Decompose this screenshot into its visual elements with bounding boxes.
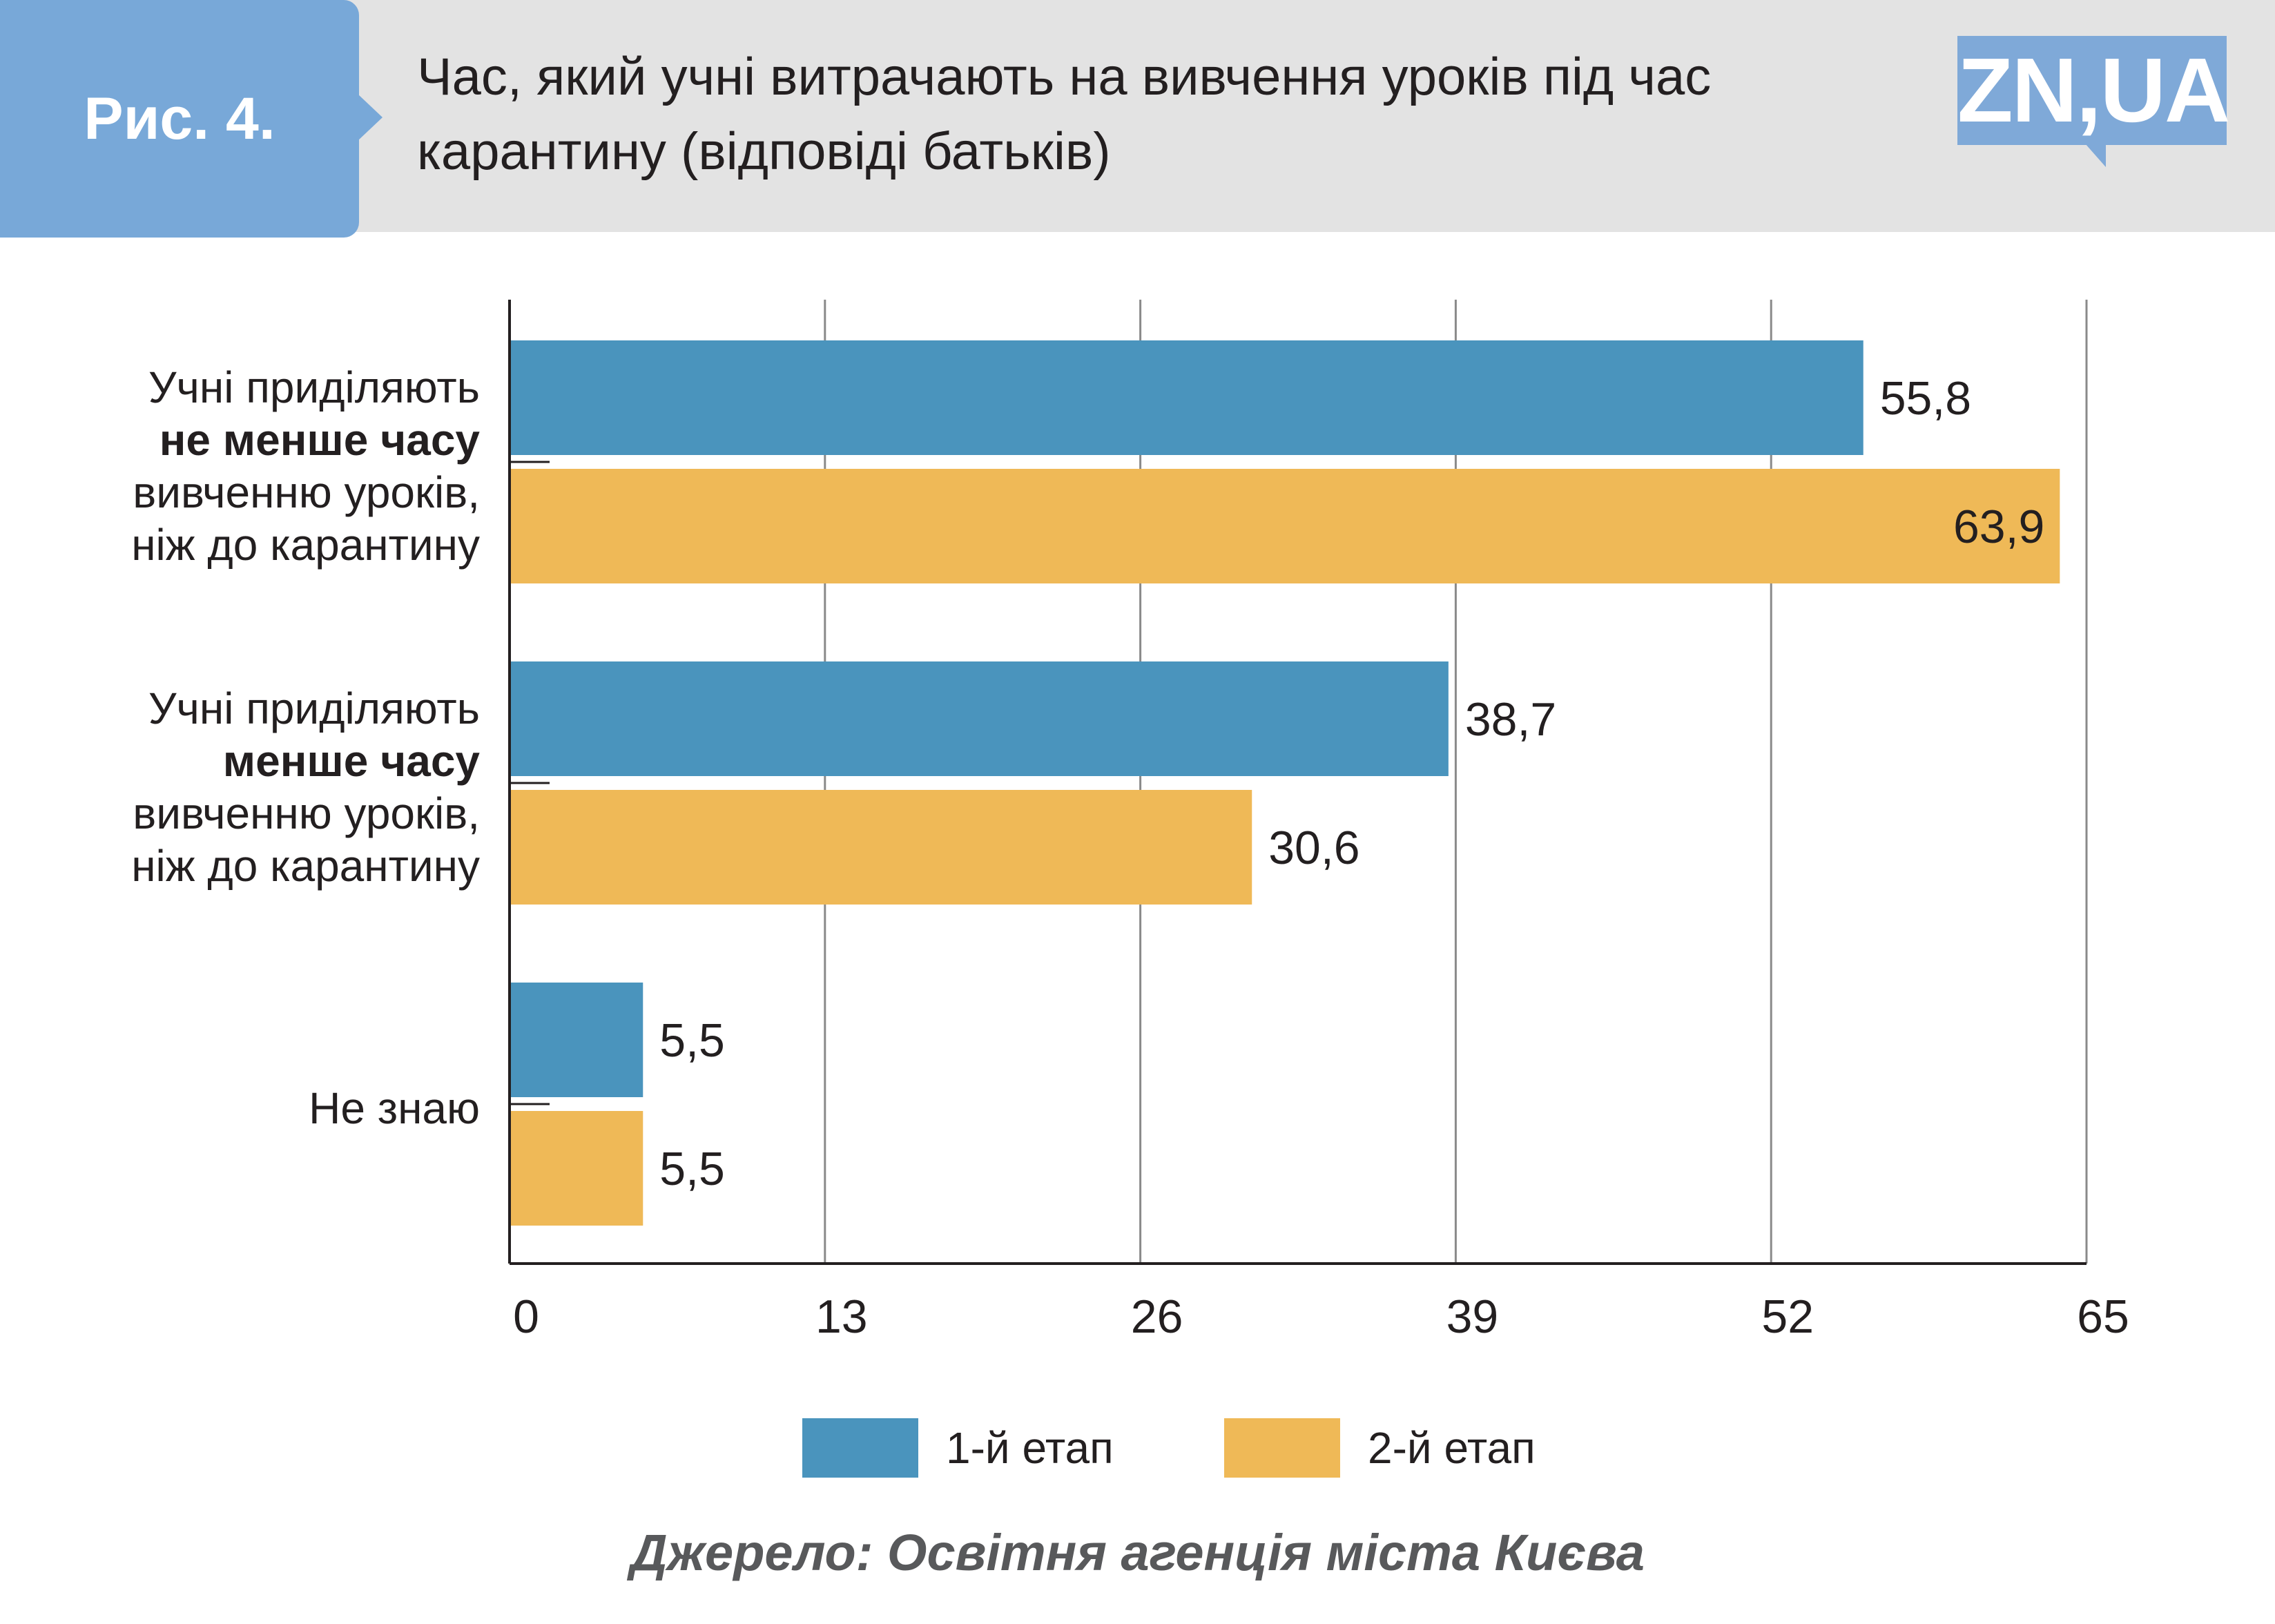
data-label: 30,6 <box>1268 822 1359 874</box>
legend: 1-й етап 2-й етап <box>0 1418 2275 1480</box>
figure-label: Рис. 4. <box>84 85 275 152</box>
bar <box>510 1111 643 1226</box>
category-label-line: вивченню уроків, <box>133 789 480 838</box>
bar <box>510 340 1863 455</box>
data-label: 5,5 <box>659 1014 725 1067</box>
bar <box>510 983 643 1097</box>
category-label: Учні приділяють менше часу вивченню уроків… <box>131 682 480 892</box>
zn-ua-logo: ZN,UA <box>1957 36 2230 145</box>
legend-item-series-2: 2-й етап <box>1224 1418 1536 1478</box>
source-note: Джерело: Освітня агенція міста Києва <box>630 1524 1645 1581</box>
data-label: 63,9 <box>1953 501 2044 553</box>
category-label-line: ніж до карантину <box>131 520 480 570</box>
bar <box>510 469 2060 583</box>
x-tick-label: 13 <box>815 1290 868 1343</box>
category-label-line: Не знаю <box>309 1083 480 1133</box>
legend-swatch-series-1 <box>802 1418 918 1478</box>
logo-speech-tail <box>2085 144 2106 167</box>
bar <box>510 790 1252 905</box>
data-label: 5,5 <box>659 1143 725 1195</box>
category-label-line: ніж до карантину <box>131 841 480 891</box>
legend-label-series-1: 1-й етап <box>946 1423 1114 1473</box>
legend-swatch-series-2 <box>1224 1418 1340 1478</box>
figure-badge-arrow <box>358 94 383 141</box>
legend-label-series-2: 2-й етап <box>1368 1423 1536 1473</box>
x-tick-label: 39 <box>1446 1290 1499 1343</box>
figure-badge <box>0 0 359 238</box>
category-label-line: менше часу <box>222 736 480 786</box>
data-label: 38,7 <box>1465 693 1556 746</box>
x-tick-label: 0 <box>513 1290 539 1343</box>
x-tick-label: 26 <box>1131 1290 1183 1343</box>
category-label-line: Учні приділяють <box>148 362 480 412</box>
x-tick-label: 65 <box>2077 1290 2129 1343</box>
legend-item-series-1: 1-й етап <box>802 1418 1114 1478</box>
x-tick-label: 52 <box>1761 1290 1814 1343</box>
bar <box>510 661 1449 776</box>
category-label: Не знаю <box>309 1082 480 1134</box>
category-label-line: Учні приділяють <box>148 684 480 733</box>
category-label: Учні приділяють не менше часу вивченню уро… <box>131 361 480 571</box>
category-label-line: вивченню уроків, <box>133 467 480 517</box>
chart-title: Час, який учні витрачають на вивчення ур… <box>417 48 1712 181</box>
category-label-line: не менше часу <box>159 415 480 465</box>
data-label: 55,8 <box>1880 372 1971 425</box>
